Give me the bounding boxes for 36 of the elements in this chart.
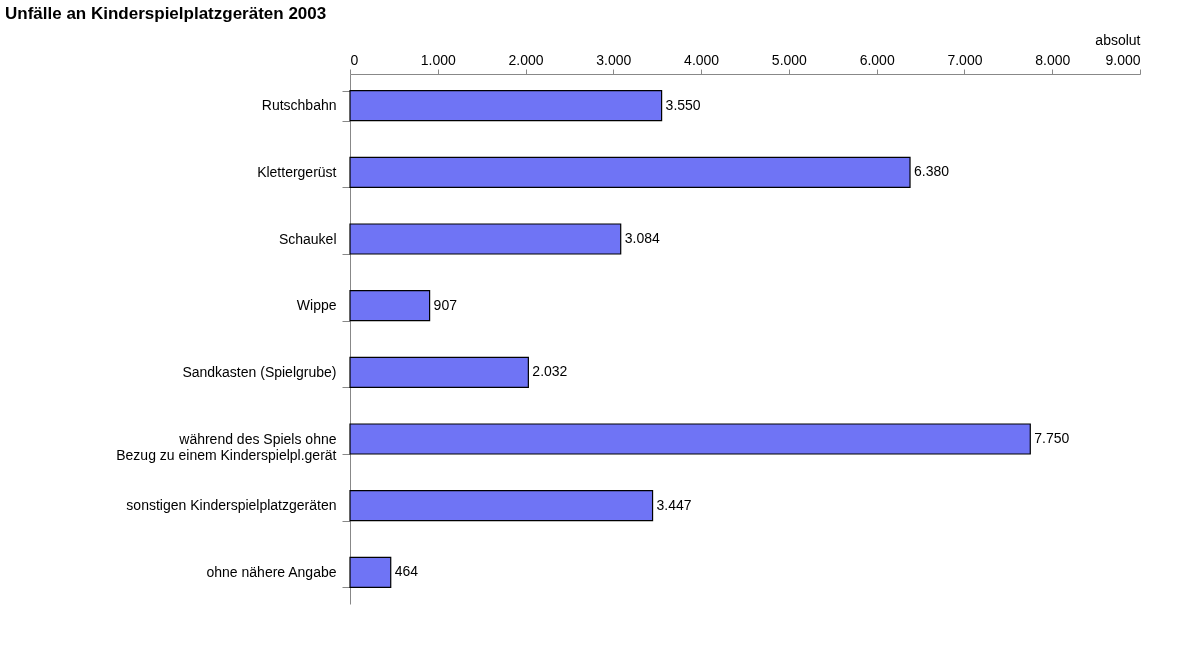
bar xyxy=(349,156,911,188)
x-tick-label: 3.000 xyxy=(596,51,632,68)
data-label: 907 xyxy=(433,296,458,313)
x-axis-title: absolut xyxy=(1095,31,1141,48)
data-label: 3.550 xyxy=(665,96,701,113)
x-tick-label: 8.000 xyxy=(1035,51,1071,68)
bar xyxy=(349,423,1031,455)
bar xyxy=(349,90,663,122)
data-label: 3.084 xyxy=(624,230,660,246)
y-tick-label: sonstigen Kinderspielplatzgeräten xyxy=(126,497,337,514)
data-label: 7.750 xyxy=(1034,430,1070,446)
data-label: 2.032 xyxy=(532,363,568,380)
x-tick-label: 9.000 xyxy=(1105,51,1141,68)
y-tick-label: während des Spiels ohne Bezug zu einem Kinderspielpl.gerät xyxy=(116,430,337,463)
x-tick-label: 0 xyxy=(350,51,359,68)
bar xyxy=(349,356,529,388)
y-tick-label: ohne nähere Angabe xyxy=(206,563,337,580)
x-tick-label: 2.000 xyxy=(508,51,544,68)
y-tick-label: Schaukel xyxy=(278,230,337,247)
y-tick-label: Sandkasten (Spielgrube) xyxy=(182,363,337,380)
x-tick-label: 5.000 xyxy=(771,51,808,68)
bar xyxy=(349,556,392,588)
data-label: 464 xyxy=(394,563,419,580)
x-tick-label: 7.000 xyxy=(947,51,983,68)
y-tick-label: Rutschbahn xyxy=(261,97,337,114)
bar xyxy=(349,490,654,522)
bar xyxy=(349,290,431,322)
y-tick-label: Wippe xyxy=(296,297,337,314)
data-label: 6.380 xyxy=(914,163,950,180)
x-tick-label: 6.000 xyxy=(859,51,895,68)
x-tick-label: 4.000 xyxy=(684,51,720,68)
x-tick-label: 1.000 xyxy=(420,51,456,68)
data-label: 3.447 xyxy=(656,496,692,513)
text: Unfälle an Kinderspielplatzgeräten 2003 xyxy=(5,4,327,23)
y-tick-label: Klettergerüst xyxy=(257,163,337,180)
bar xyxy=(349,223,622,255)
